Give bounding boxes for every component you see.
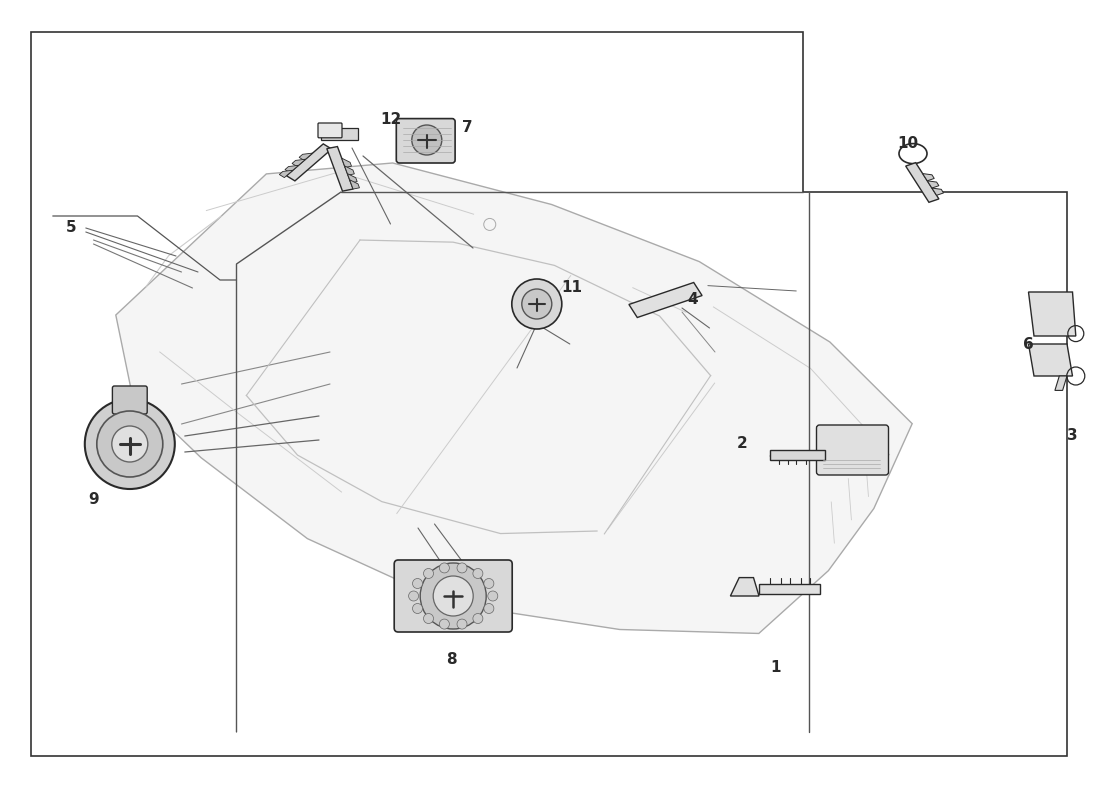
Polygon shape bbox=[927, 181, 939, 188]
Polygon shape bbox=[759, 584, 820, 594]
Circle shape bbox=[484, 578, 494, 589]
Polygon shape bbox=[1028, 344, 1072, 376]
Text: 7: 7 bbox=[462, 121, 473, 135]
Polygon shape bbox=[1055, 376, 1067, 390]
FancyBboxPatch shape bbox=[318, 123, 342, 138]
Text: 2: 2 bbox=[737, 437, 748, 451]
Polygon shape bbox=[348, 174, 358, 183]
Circle shape bbox=[487, 591, 498, 601]
Circle shape bbox=[473, 614, 483, 623]
Circle shape bbox=[97, 411, 163, 477]
Polygon shape bbox=[1028, 292, 1076, 336]
Circle shape bbox=[112, 426, 147, 462]
Polygon shape bbox=[350, 180, 360, 189]
Polygon shape bbox=[770, 450, 825, 460]
Circle shape bbox=[433, 576, 473, 616]
Circle shape bbox=[411, 125, 442, 155]
Polygon shape bbox=[730, 578, 759, 596]
Text: 11: 11 bbox=[561, 281, 583, 295]
Text: 4: 4 bbox=[688, 293, 698, 307]
Text: 6: 6 bbox=[1023, 337, 1034, 351]
Circle shape bbox=[85, 399, 175, 489]
Polygon shape bbox=[932, 188, 944, 195]
Circle shape bbox=[424, 614, 433, 623]
Text: 1: 1 bbox=[770, 661, 781, 675]
Polygon shape bbox=[342, 158, 352, 167]
FancyBboxPatch shape bbox=[396, 118, 455, 163]
Polygon shape bbox=[905, 162, 939, 202]
FancyBboxPatch shape bbox=[394, 560, 513, 632]
Circle shape bbox=[412, 603, 422, 614]
Polygon shape bbox=[344, 166, 354, 175]
Circle shape bbox=[521, 289, 552, 319]
FancyBboxPatch shape bbox=[816, 425, 889, 475]
Text: 10: 10 bbox=[896, 137, 918, 151]
Circle shape bbox=[456, 563, 468, 573]
Text: 3: 3 bbox=[1067, 429, 1078, 443]
Circle shape bbox=[512, 279, 562, 329]
Circle shape bbox=[408, 591, 419, 601]
Text: 8: 8 bbox=[446, 653, 456, 667]
Circle shape bbox=[473, 569, 483, 578]
Circle shape bbox=[420, 563, 486, 629]
Polygon shape bbox=[292, 159, 306, 166]
Circle shape bbox=[439, 619, 450, 629]
Circle shape bbox=[424, 569, 433, 578]
Circle shape bbox=[439, 563, 450, 573]
Polygon shape bbox=[923, 174, 934, 181]
Text: 9: 9 bbox=[88, 493, 99, 507]
Polygon shape bbox=[279, 170, 293, 178]
Polygon shape bbox=[327, 146, 353, 191]
Polygon shape bbox=[629, 282, 702, 318]
Polygon shape bbox=[299, 153, 312, 161]
Polygon shape bbox=[321, 128, 358, 140]
Circle shape bbox=[412, 578, 422, 589]
Circle shape bbox=[456, 619, 468, 629]
Circle shape bbox=[484, 603, 494, 614]
Polygon shape bbox=[285, 166, 298, 173]
Text: 12: 12 bbox=[379, 113, 401, 127]
Polygon shape bbox=[286, 144, 332, 181]
Text: 5: 5 bbox=[66, 221, 77, 235]
Polygon shape bbox=[116, 163, 912, 634]
FancyBboxPatch shape bbox=[112, 386, 147, 414]
